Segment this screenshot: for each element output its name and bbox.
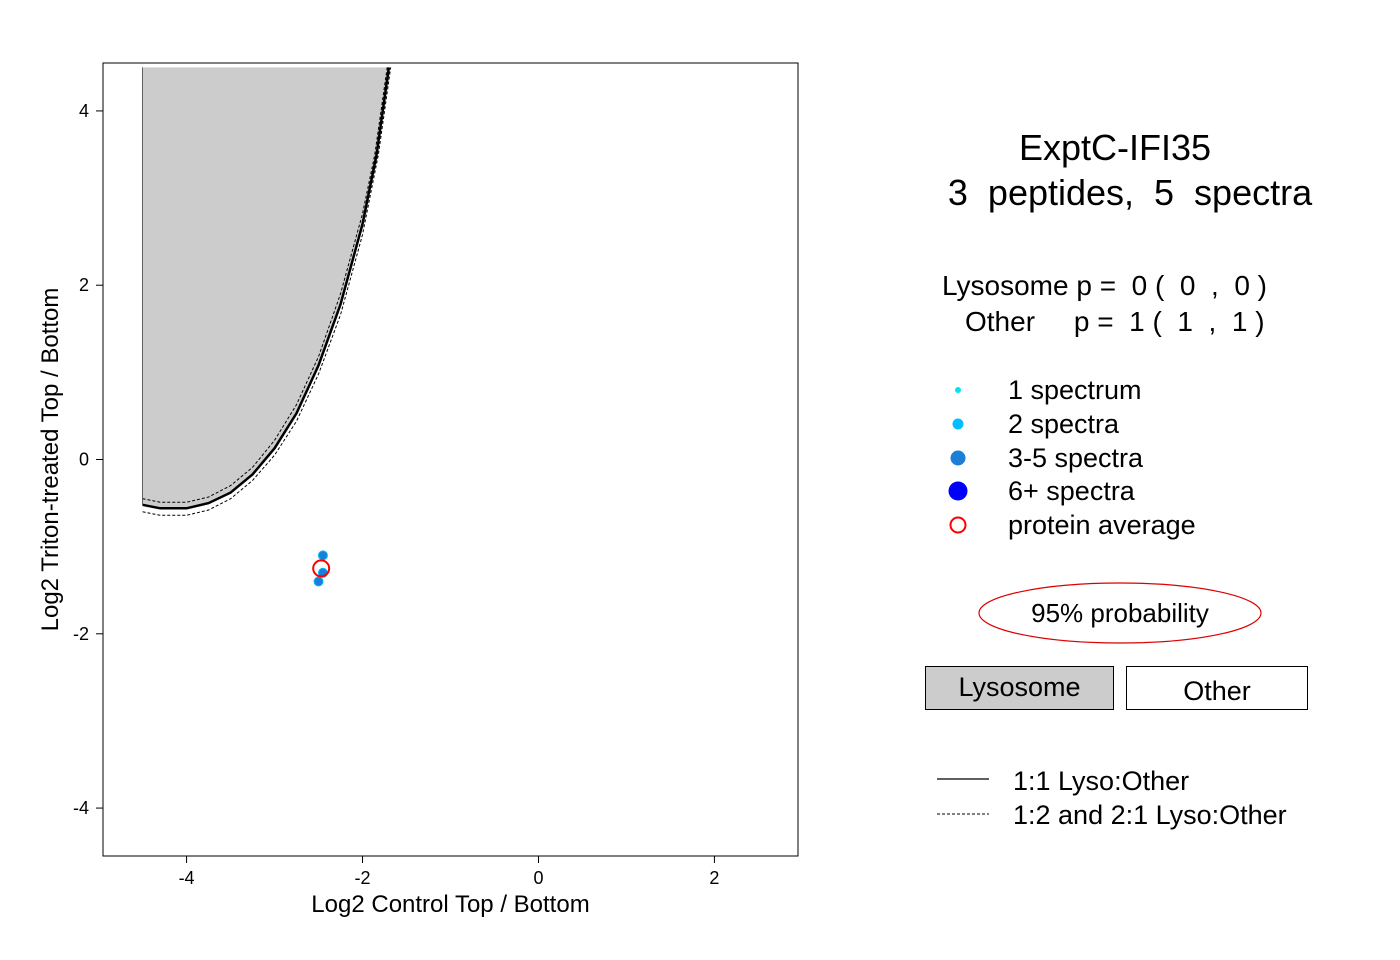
other-region-box: Other (1126, 666, 1308, 710)
probability-ellipse-icon: 95% probability (978, 582, 1262, 644)
x-tick-label: 2 (709, 868, 719, 888)
other-probability: Other p = 1 ( 1 , 1 ) (965, 306, 1265, 337)
legend-label: 3-5 spectra (1008, 443, 1144, 473)
legend-label: 1 spectrum (1008, 375, 1142, 405)
probability-ellipse-label: 95% probability (1031, 598, 1209, 628)
boundary-line-1-1 (142, 67, 391, 510)
legend-label: protein average (1008, 510, 1196, 540)
marker-icon (950, 450, 966, 466)
y-tick-label: -2 (73, 624, 89, 644)
marker-icon (948, 481, 968, 501)
legend-label: 1:1 Lyso:Other (1013, 766, 1190, 796)
chart-title: ExptC-IFI35 (1018, 127, 1212, 168)
lysosome-region-layer (142, 67, 389, 509)
y-tick-label: 2 (79, 275, 89, 295)
y-tick-label: 4 (79, 101, 89, 121)
boundary-line-2-1 (142, 67, 392, 516)
x-tick-label: -2 (355, 868, 371, 888)
y-tick-label: 0 (79, 450, 89, 470)
boundary-lines-layer (142, 67, 392, 516)
chart-subtitle: 3 peptides, 5 spectra (947, 172, 1313, 213)
spectrum-point (313, 576, 324, 587)
y-axis-label: Log2 Triton-treated Top / Bottom (37, 288, 64, 632)
lysosome-region (142, 67, 389, 509)
x-axis: -4 -2 0 2 (179, 856, 719, 888)
solid-line-icon (937, 778, 989, 780)
boundary-line-1-2 (142, 67, 388, 503)
legend-label: 1:2 and 2:1 Lyso:Other (1013, 800, 1287, 830)
y-tick-label: -4 (73, 798, 89, 818)
marker-icon (949, 516, 967, 534)
x-tick-label: -4 (179, 868, 195, 888)
marker-icon (955, 387, 961, 393)
y-axis: -4 -2 0 2 4 (73, 101, 103, 818)
x-axis-label: Log2 Control Top / Bottom (311, 891, 589, 918)
x-tick-label: 0 (533, 868, 543, 888)
legend-label: 2 spectra (1008, 409, 1120, 439)
legend-label: 6+ spectra (1008, 476, 1135, 506)
protein-average-point (312, 559, 331, 578)
marker-icon (952, 418, 964, 430)
lysosome-region-box: Lysosome (925, 666, 1114, 710)
lysosome-probability: Lysosome p = 0 ( 0 , 0 ) (942, 270, 1267, 301)
spectrum-point (317, 550, 328, 561)
data-points-layer (312, 550, 331, 587)
dashed-line-icon (937, 813, 989, 815)
